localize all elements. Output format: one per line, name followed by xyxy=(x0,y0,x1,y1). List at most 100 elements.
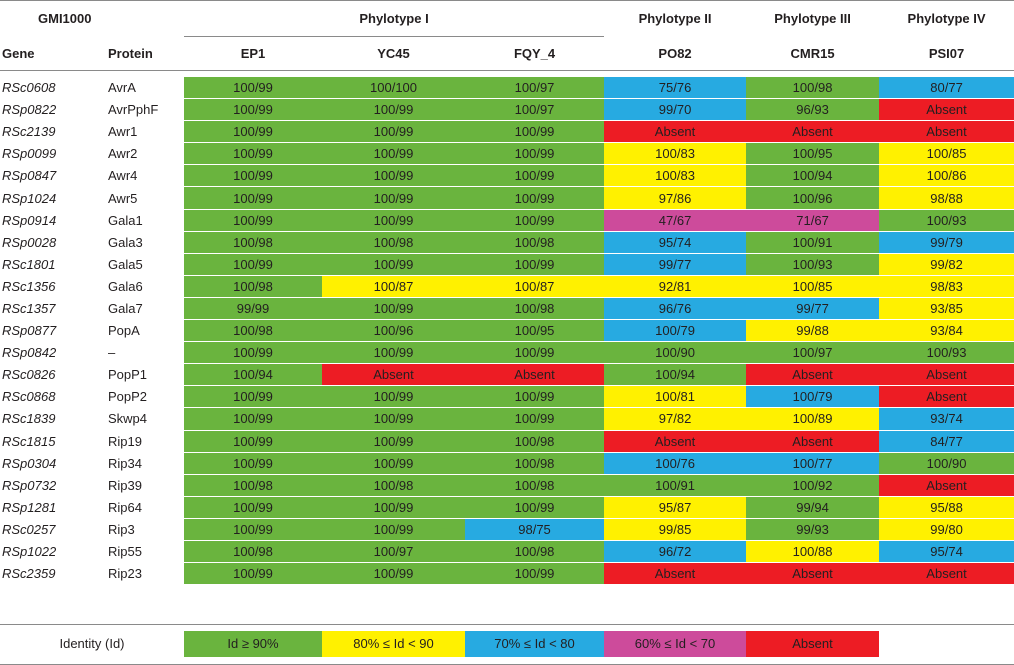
header-rule xyxy=(0,70,1014,71)
table-row: RSc1357 Gala7 99/99 100/99 100/98 96/76 99/77 9… xyxy=(0,297,1014,321)
table-row: RSc1815 Rip19 100/99 100/99 100/98 Absent Abse… xyxy=(0,430,1014,453)
phylotype-i-rule xyxy=(184,36,604,37)
table-row: RSp0842–100/99 100/99 100/99 100/90 100/97 10… xyxy=(0,341,1014,365)
protein-cell: Awr2 xyxy=(108,146,138,162)
phylotype-i-header: Phylotype I xyxy=(359,10,429,26)
identity-cell: 96/76 xyxy=(604,297,747,321)
gene-cell: RSp1024 xyxy=(2,190,57,206)
identity-cell: 100/97 xyxy=(746,341,880,365)
identity-cell: 47/67 xyxy=(604,209,747,232)
identity-cell: 100/79 xyxy=(604,319,747,343)
identity-cell: 95/74 xyxy=(879,540,1014,564)
identity-cell: Absent xyxy=(746,430,880,453)
identity-cell: 100/93 xyxy=(879,209,1014,232)
identity-cell: 100/99 xyxy=(322,297,466,321)
identity-cell: 100/93 xyxy=(746,253,880,276)
identity-cell: Absent xyxy=(879,120,1014,144)
gene-cell: RSp0847 xyxy=(2,168,57,184)
protein-cell: Awr4 xyxy=(108,168,138,184)
table-row: RSc1839 Skwp4 100/99 100/99 100/99 97/82 100/8… xyxy=(0,407,1014,431)
identity-cell: 100/99 xyxy=(322,209,466,232)
identity-cell: 100/99 xyxy=(184,341,323,365)
identity-cell: 100/99 xyxy=(184,385,323,409)
table-row: RSp0822 AvrPphF 100/99 100/99 100/97 99/70 96/… xyxy=(0,98,1014,122)
protein-cell: Gala5 xyxy=(108,256,143,272)
table-row: RSc1801 Gala5 100/99 100/99 100/99 99/77 100/9… xyxy=(0,253,1014,276)
identity-cell: 100/99 xyxy=(184,253,323,276)
identity-cell: 100/98 xyxy=(184,231,323,254)
identity-cell: 100/96 xyxy=(746,186,880,210)
identity-cell: Absent xyxy=(746,363,880,387)
identity-cell: 100/100 xyxy=(322,77,466,100)
identity-cell: 99/70 xyxy=(604,98,747,122)
identity-cell: 100/94 xyxy=(604,363,747,387)
identity-cell: 100/99 xyxy=(184,452,323,475)
identity-cell: Absent xyxy=(604,430,747,453)
identity-cell: 80/77 xyxy=(879,77,1014,100)
gmi-header: GMI1000 xyxy=(38,10,92,26)
identity-cell: 100/89 xyxy=(746,407,880,431)
protein-cell: Rip64 xyxy=(108,499,142,515)
gene-cell: RSp1281 xyxy=(2,499,57,515)
protein-cell: Awr1 xyxy=(108,124,138,140)
identity-cell: 100/99 xyxy=(465,164,605,188)
identity-cell: 100/99 xyxy=(322,341,466,365)
identity-cell: 100/97 xyxy=(465,77,605,100)
table-row: RSc0826 PopP1 100/94 Absent Absent 100/94 Abse… xyxy=(0,363,1014,387)
table-row: RSc0608 AvrA 100/99 100/100 100/97 75/76 100/9… xyxy=(0,77,1014,100)
gene-cell: RSc1357 xyxy=(2,300,56,316)
identity-cell: 98/83 xyxy=(879,275,1014,298)
identity-cell: 100/99 xyxy=(184,142,323,166)
identity-cell: 100/99 xyxy=(184,518,323,541)
protein-cell: Awr5 xyxy=(108,190,138,206)
gene-cell: RSp1022 xyxy=(2,544,57,560)
identity-cell: 100/79 xyxy=(746,385,880,409)
identity-cell: 100/88 xyxy=(746,540,880,564)
identity-cell: 100/99 xyxy=(322,518,466,541)
identity-cell: 100/98 xyxy=(184,474,323,497)
identity-cell: 100/91 xyxy=(604,474,747,497)
gene-cell: RSp0842 xyxy=(2,345,57,361)
identity-cell: 99/79 xyxy=(879,231,1014,254)
identity-cell: 100/99 xyxy=(322,385,466,409)
strain-header-yc45: YC45 xyxy=(377,45,410,61)
header-row-columns: Gene Protein EP1 YC45 FQY_4 PO82 CMR15 P… xyxy=(0,36,1014,70)
protein-cell: AvrPphF xyxy=(108,102,159,118)
identity-cell: 100/97 xyxy=(322,540,466,564)
identity-cell: 100/94 xyxy=(746,164,880,188)
identity-cell: 100/92 xyxy=(746,474,880,497)
table-row: RSc0868 PopP2 100/99 100/99 100/99 100/81 100/… xyxy=(0,385,1014,409)
protein-cell: Gala1 xyxy=(108,212,143,228)
protein-cell: Rip19 xyxy=(108,433,142,449)
identity-cell: 84/77 xyxy=(879,430,1014,453)
identity-cell: 100/99 xyxy=(322,142,466,166)
identity-cell: 100/99 xyxy=(184,430,323,453)
identity-cell: 100/98 xyxy=(465,474,605,497)
table-row: RSp1022 Rip55 100/98 100/97 100/98 96/72 100/8… xyxy=(0,540,1014,564)
gene-cell: RSc0868 xyxy=(2,389,56,405)
identity-cell: 100/95 xyxy=(465,319,605,343)
protein-cell: – xyxy=(108,345,116,361)
identity-cell: 100/99 xyxy=(465,341,605,365)
gene-header: Gene xyxy=(2,45,35,61)
protein-header: Protein xyxy=(108,45,153,61)
identity-cell: 100/99 xyxy=(322,430,466,453)
identity-cell: 100/99 xyxy=(184,496,323,519)
protein-cell: Gala3 xyxy=(108,234,143,250)
identity-cell: 100/99 xyxy=(322,496,466,519)
identity-cell: 100/99 xyxy=(322,186,466,210)
identity-cell: 71/67 xyxy=(746,209,880,232)
identity-cell: 92/81 xyxy=(604,275,747,298)
phylotype-iv-header: Phylotype IV xyxy=(907,10,986,26)
identity-cell: 100/99 xyxy=(184,562,323,586)
identity-cell: 93/74 xyxy=(879,407,1014,431)
identity-cell: 100/83 xyxy=(604,142,747,166)
identity-cell: 99/94 xyxy=(746,496,880,519)
legend-swatch: 80% ≤ Id < 90 xyxy=(322,631,465,657)
identity-cell: 99/77 xyxy=(746,297,880,321)
identity-cell: 100/98 xyxy=(465,231,605,254)
identity-cell: 100/99 xyxy=(184,120,323,144)
identity-cell: 100/99 xyxy=(465,186,605,210)
gene-cell: RSp0822 xyxy=(2,102,57,118)
legend-swatch: Absent xyxy=(746,631,879,657)
